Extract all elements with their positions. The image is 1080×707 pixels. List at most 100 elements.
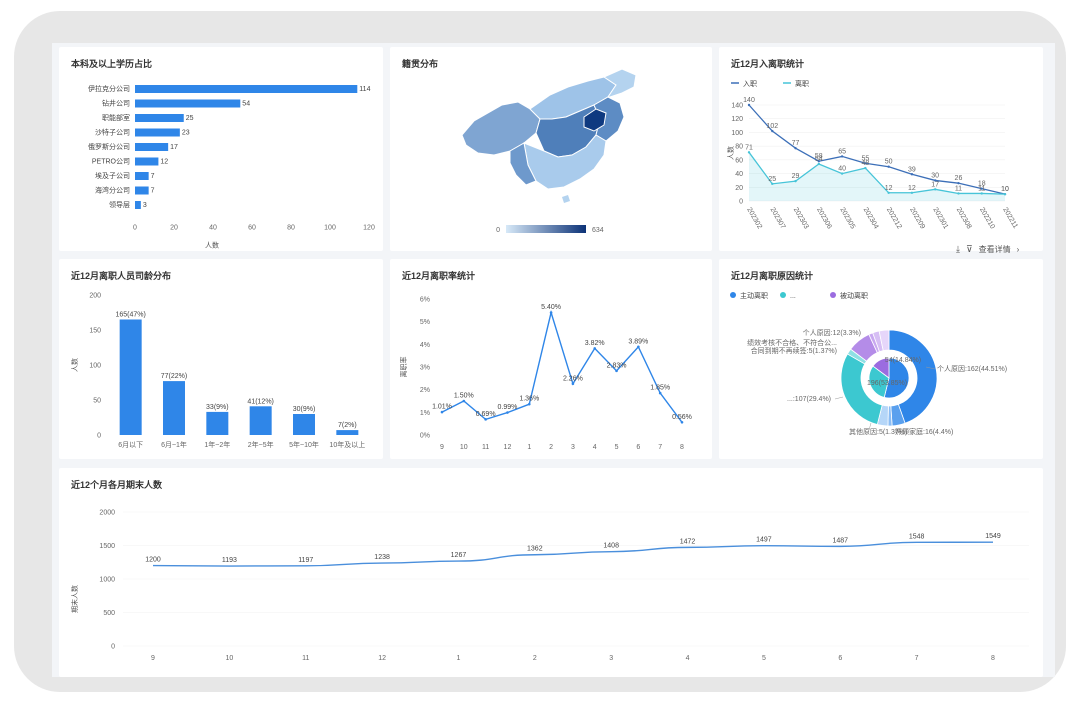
data-label: 1472	[680, 538, 696, 545]
x-tick-label: 202303	[792, 207, 810, 231]
leader-line	[834, 396, 844, 400]
category-label: 领导层	[109, 200, 130, 209]
x-tick-label: 202212	[885, 207, 903, 231]
y-tick-label: 6%	[420, 297, 430, 304]
x-tick-label: 12	[378, 655, 386, 662]
x-tick-label: 202211	[1001, 207, 1019, 230]
bar	[119, 319, 142, 435]
y-axis-title: 人数	[726, 146, 735, 160]
x-tick-label: 7	[658, 444, 662, 451]
series-point	[910, 173, 914, 176]
data-label: 1.01%	[432, 404, 452, 411]
x-tick-label: 2	[533, 655, 537, 662]
filter-icon[interactable]: ⊽	[965, 243, 973, 254]
origin-map: 0 634	[461, 68, 637, 234]
series-point	[887, 165, 890, 168]
y-tick-label: 0	[739, 199, 743, 206]
y-tick-label: 50	[93, 398, 101, 405]
y-tick-label: 2000	[99, 510, 115, 517]
data-label: 5.40%	[541, 304, 561, 311]
x-tick-label: 6	[636, 444, 640, 451]
data-label: 10	[1001, 186, 1009, 193]
data-label: 140	[743, 97, 755, 104]
data-label: 3.89%	[628, 338, 648, 345]
y-tick-label: 200	[89, 293, 101, 300]
dashboard-screen: 本科及以上学历占比 伊拉克分公司 114 钻井公司 54 职能部室 25 沙特子公司 23 俄罗…	[52, 43, 1055, 677]
bar	[135, 172, 149, 180]
inner-slice	[883, 357, 910, 399]
tenure-chart: 0 50 100 150 200 人数 165(47%) 6月以下 77(22%) 6月~1年 33…	[70, 293, 365, 450]
category-label: 沙特子公司	[95, 128, 130, 137]
x-tick-label: 7	[915, 655, 919, 662]
bar-value-label: 7	[151, 173, 155, 180]
data-label: 1362	[527, 546, 543, 553]
series-line	[748, 104, 1006, 195]
legend-label: 主动离职	[740, 291, 768, 300]
headcount-chart: 0500100015002000期末人数12009119310119711123…	[70, 510, 1029, 662]
data-label: 11	[955, 185, 962, 192]
panel-title: 近12月离职人员司龄分布	[71, 271, 172, 281]
panel-reasons: 近12月离职原因统计 主动离职... 被动离职 54(14.84%) 196(53.8…	[719, 259, 1043, 459]
y-tick-label: 140	[731, 103, 743, 110]
series-point	[571, 382, 575, 386]
data-label: 55	[861, 155, 869, 162]
view-detail-link[interactable]: 查看详情	[978, 244, 1011, 254]
category-label: 职能部室	[102, 113, 130, 122]
download-icon[interactable]: ⤓	[956, 243, 960, 254]
bar	[336, 430, 359, 435]
outer-slice-label: 照顾家庭:16(4.4%)	[895, 427, 953, 436]
data-label: 1497	[756, 537, 772, 544]
outer-slice	[878, 329, 890, 352]
data-label: 1.50%	[454, 393, 474, 400]
series-point	[747, 103, 751, 107]
data-label: 1200	[145, 557, 161, 564]
series-point	[771, 182, 774, 186]
chevron-right-icon[interactable]: ›	[1016, 244, 1020, 254]
category-label: 伊拉克分公司	[88, 84, 130, 93]
panel-title: 本科及以上学历占比	[71, 59, 153, 69]
y-tick-label: 150	[89, 328, 101, 335]
x-tick-label: 100	[324, 225, 336, 232]
bar	[163, 381, 185, 435]
x-tick-label: 6月~1年	[161, 440, 187, 449]
y-tick-label: 40	[735, 171, 743, 178]
panel-title: 近12月离职率统计	[402, 271, 476, 281]
leader-line	[925, 366, 936, 370]
y-tick-label: 1000	[99, 577, 115, 584]
visual-map-max: 634	[592, 227, 604, 234]
x-tick-label: 1	[457, 655, 461, 662]
bar	[135, 114, 184, 122]
panel-title: 近12月入离职统计	[731, 59, 805, 69]
x-tick-label: 202301	[931, 207, 949, 231]
legend-label: ...	[790, 293, 796, 300]
data-label: 1487	[832, 537, 848, 544]
bar-value-label: 54	[242, 101, 250, 108]
map-island	[562, 195, 570, 203]
series-point	[840, 155, 844, 158]
x-tick-label: 12	[504, 444, 512, 451]
legend-swatch	[830, 292, 836, 298]
leader-line	[868, 422, 872, 431]
series-point	[840, 172, 844, 175]
bar-value-label: 23	[182, 130, 190, 137]
hires-chart: 入职 离职 0 20 40 60 80 100 120 140 人数 140 102 77 58 65 55 50…	[726, 79, 1019, 231]
x-tick-label: 11	[482, 444, 489, 451]
data-label: 58	[815, 153, 823, 160]
map-region-south	[523, 134, 607, 190]
series-point	[506, 411, 509, 414]
bar	[135, 99, 241, 108]
series-point	[933, 179, 937, 182]
x-tick-label: 9	[440, 444, 444, 451]
y-tick-label: 0	[111, 644, 115, 651]
panel-title: 近12月离职原因统计	[731, 271, 814, 281]
visual-map-bar[interactable]	[506, 225, 586, 233]
series-point	[1003, 192, 1007, 196]
x-tick-label: 3	[609, 655, 613, 662]
category-label: 海湾分公司	[95, 186, 130, 195]
bar-value-label: 3	[143, 202, 147, 209]
data-label: 65	[838, 148, 846, 155]
bar-value-label: 41(12%)	[247, 398, 273, 405]
bar-value-label: 7	[151, 188, 155, 195]
series-point	[957, 192, 960, 195]
outer-slice-label: 合同到期不再续签:5(1.37%)	[751, 346, 837, 355]
